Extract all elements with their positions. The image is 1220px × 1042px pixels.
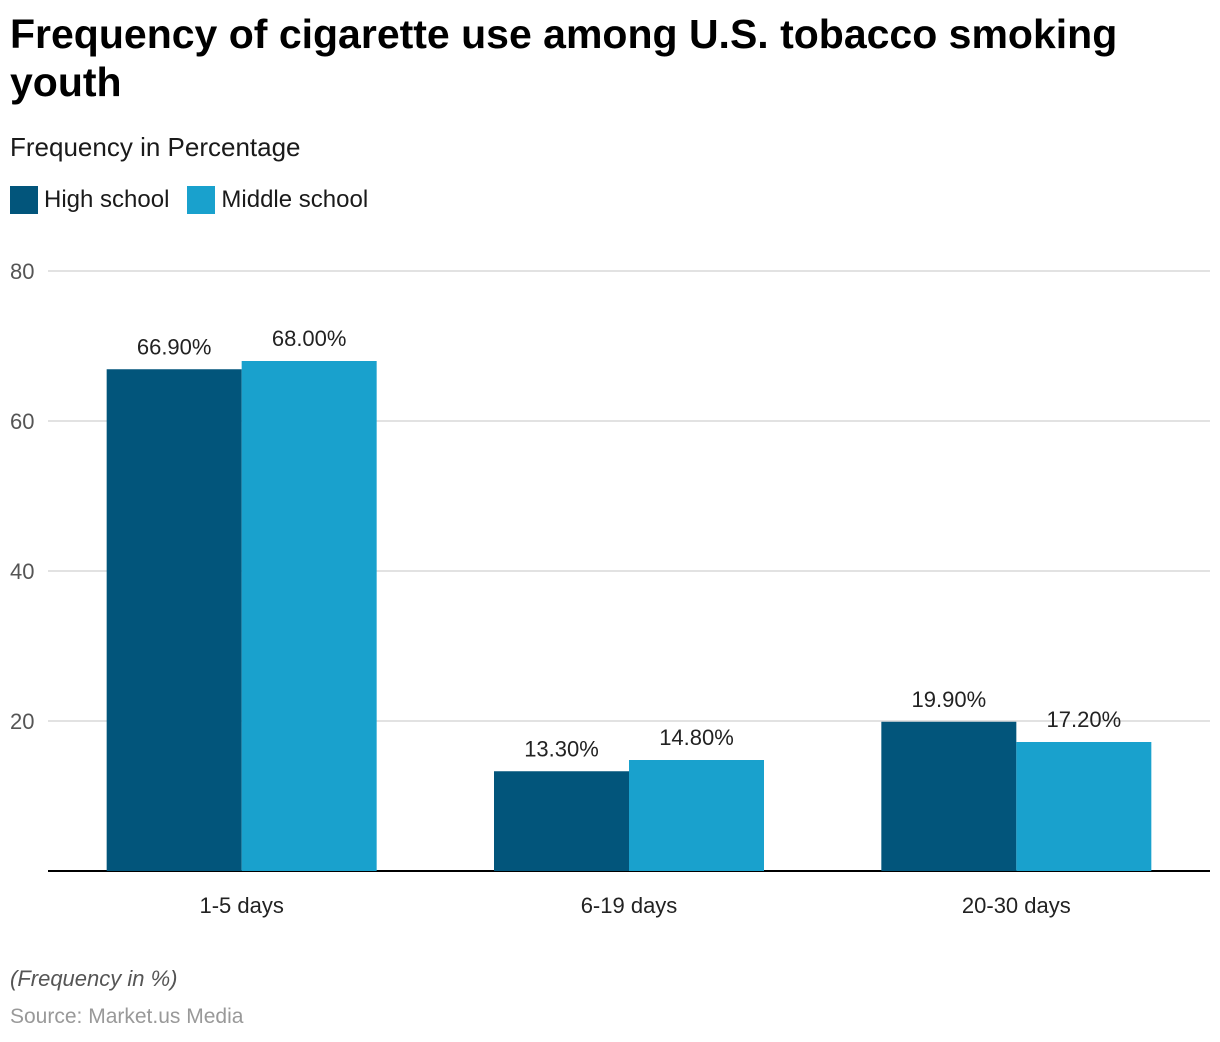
- legend-swatch-high-school: [10, 186, 38, 214]
- bar: [106, 369, 242, 871]
- data-label: 14.80%: [659, 725, 734, 750]
- x-tick-label: 20-30 days: [962, 893, 1071, 918]
- data-label: 68.00%: [272, 326, 347, 351]
- bar: [1016, 742, 1152, 871]
- bar-chart: 20 40 60 80 66.90% 68.00% 1-5 days 13.30% 14.80%…: [10, 259, 1210, 918]
- data-label: 19.90%: [912, 687, 987, 712]
- legend-label-high-school: High school: [44, 186, 170, 213]
- source-note: Source: Market.us Media: [10, 1005, 244, 1028]
- legend-item-high-school: High school: [10, 186, 169, 214]
- y-tick-label: 40: [10, 559, 34, 584]
- chart-subtitle: Frequency in Percentage: [10, 132, 301, 162]
- x-tick-label: 1-5 days: [199, 893, 283, 918]
- x-tick-label: 6-19 days: [581, 893, 678, 918]
- y-tick-label: 80: [10, 259, 34, 284]
- y-tick-label: 60: [10, 409, 34, 434]
- legend-label-middle-school: Middle school: [221, 186, 369, 213]
- legend-item-middle-school: Middle school: [187, 186, 368, 214]
- bar: [241, 361, 377, 871]
- footnote: (Frequency in %): [10, 966, 178, 991]
- legend-swatch-middle-school: [187, 186, 216, 214]
- bar: [494, 771, 629, 871]
- legend: High school Middle school: [10, 186, 386, 214]
- chart-title: Frequency of cigarette use among U.S. to…: [10, 11, 1118, 105]
- bar: [881, 721, 1017, 871]
- bar: [629, 760, 764, 871]
- data-label: 17.20%: [1047, 707, 1122, 732]
- data-label: 66.90%: [137, 334, 212, 359]
- y-tick-label: 20: [10, 709, 34, 734]
- data-label: 13.30%: [524, 736, 599, 761]
